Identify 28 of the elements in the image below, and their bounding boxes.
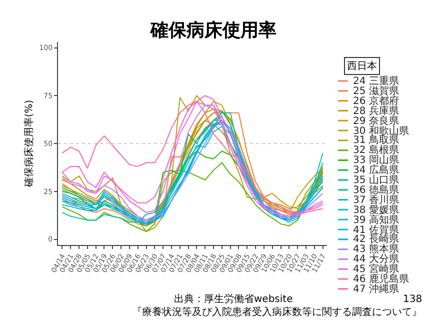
legend-label: 29 奈良県 [353,115,399,127]
legend-label: 43 熊本県 [353,243,399,255]
legend-label: 36 徳島県 [353,184,399,196]
legend-label: 39 高知県 [353,214,399,226]
legend-label: 28 兵庫県 [353,105,399,117]
legend-label: 31 鳥取県 [353,134,399,146]
text: 『療養状況等及び入院患者受入病床数等に関する調査について』 [132,306,422,318]
legend-label: 37 香川県 [353,194,399,206]
legend-label: 38 愛媛県 [353,204,399,216]
legend-title: 西日本 [347,60,377,72]
legend-label: 33 岡山県 [353,154,399,166]
legend-label: 32 島根県 [353,144,399,156]
legend-label: 35 山口県 [353,174,399,186]
legend-label: 26 京都府 [353,95,399,107]
legend-label: 42 長崎県 [353,233,399,245]
legend-label: 44 大分県 [353,253,399,265]
source-note: 出典：厚生労働省website [174,293,293,305]
legend-label: 30 和歌山県 [353,125,409,137]
legend-label: 47 沖縄県 [353,283,399,295]
legend-label: 34 広島県 [353,164,399,176]
legend-label: 46 鹿児島県 [353,273,409,285]
legend-label: 24 三重県 [353,75,399,87]
legend-label: 45 宮崎県 [353,263,399,275]
chart-title: 確保病床使用率 [150,20,276,41]
legend-label: 41 佐賀県 [353,224,399,236]
y-axis-title: 確保病床使用率(%) [23,100,36,188]
text: 138 [403,294,422,305]
legend-label: 25 滋賀県 [353,85,399,97]
